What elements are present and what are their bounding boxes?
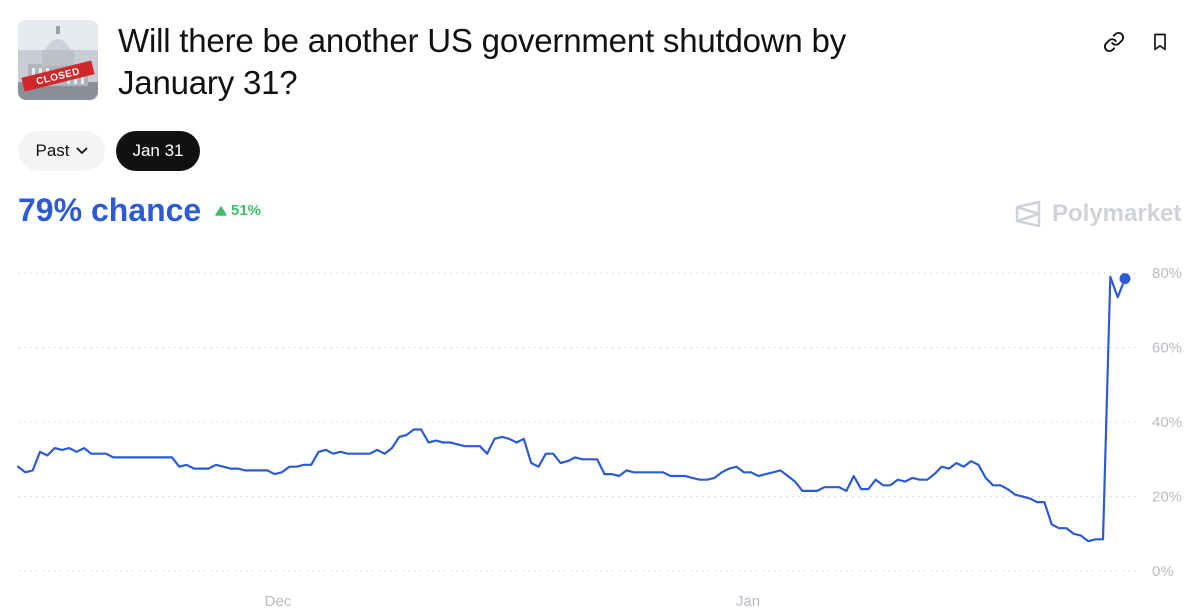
- past-filter-dropdown[interactable]: Past: [18, 131, 105, 171]
- price-chart: 0% 20% 40% 60% 80% Dec Jan: [16, 265, 1182, 610]
- date-filter-label: Jan 31: [132, 141, 184, 160]
- link-icon: [1103, 31, 1125, 53]
- bookmark-icon: [1154, 33, 1166, 51]
- market-title: Will there be another US government shut…: [118, 22, 846, 101]
- series-line: [16, 275, 1127, 543]
- x-tick-label: Dec: [265, 593, 292, 610]
- change-value: 51%: [231, 202, 262, 219]
- date-filter-button[interactable]: Jan 31: [116, 131, 200, 171]
- polymarket-brand: Polymarket: [1014, 200, 1181, 228]
- chevron-down-icon: [76, 147, 87, 154]
- y-tick-label: 0%: [1152, 563, 1174, 580]
- copy-link-button[interactable]: [1098, 26, 1130, 58]
- brand-name: Polymarket: [1052, 200, 1182, 227]
- y-tick-label: 20%: [1152, 489, 1182, 506]
- bookmark-button[interactable]: [1144, 26, 1176, 58]
- y-tick-label: 40%: [1152, 414, 1182, 431]
- market-image: CLOSED: [18, 20, 98, 100]
- x-axis-ticks: Dec Jan: [265, 593, 760, 610]
- y-axis-ticks: 0% 20% 40% 60% 80%: [1152, 265, 1182, 580]
- y-tick-label: 60%: [1152, 340, 1182, 357]
- x-tick-label: Jan: [736, 593, 760, 610]
- series-last-point[interactable]: [1119, 273, 1131, 285]
- past-filter-label: Past: [35, 141, 70, 160]
- chance-value: 79% chance: [18, 192, 202, 228]
- change-badge: 51%: [215, 202, 261, 219]
- chart-grid: [18, 272, 1140, 572]
- polymarket-logo-icon: [1015, 200, 1041, 228]
- y-tick-label: 80%: [1152, 265, 1182, 282]
- triangle-up-icon: [215, 205, 227, 216]
